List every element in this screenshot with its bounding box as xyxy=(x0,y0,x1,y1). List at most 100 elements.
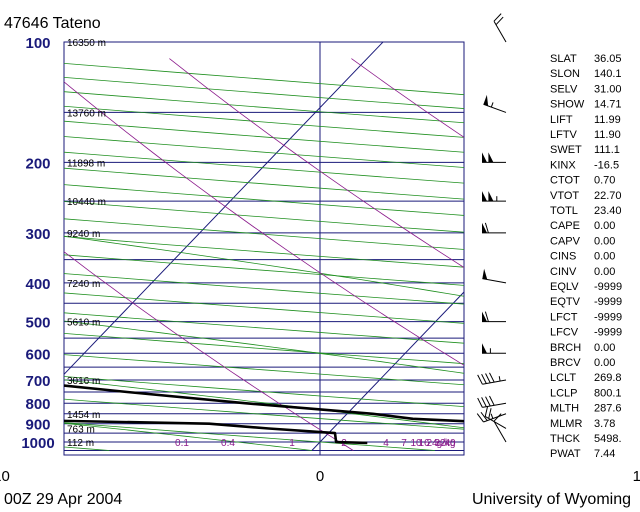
dry-adiabat xyxy=(64,201,464,233)
mixing-ratio-lines xyxy=(64,58,640,451)
index-name: MLTH xyxy=(550,403,579,415)
index-value: 0.70 xyxy=(594,175,615,187)
wind-barb xyxy=(477,372,507,385)
mixing-ratio-label: 32 xyxy=(434,438,446,449)
index-name: SELV xyxy=(550,83,578,95)
index-value: 800.1 xyxy=(594,387,622,399)
background-grid xyxy=(63,41,640,456)
index-value: 7.44 xyxy=(594,448,615,460)
index-name: SHOW xyxy=(550,99,585,111)
index-value: -9999 xyxy=(594,327,622,339)
wind-barb-flag xyxy=(484,222,489,233)
pressure-tick-label: 800 xyxy=(25,396,50,413)
mixing-ratio-label: 24 xyxy=(426,438,438,449)
wind-barb xyxy=(493,13,507,43)
pressure-tick-label: 100 xyxy=(25,35,50,52)
wind-barb-flag xyxy=(495,16,504,26)
index-value: 11.99 xyxy=(594,114,621,126)
index-name: CINS xyxy=(550,251,576,263)
index-value: 14.71 xyxy=(594,99,622,111)
index-value: -9999 xyxy=(594,311,622,323)
wind-barb-flag xyxy=(493,13,502,22)
index-value: 0.00 xyxy=(594,235,615,247)
wind-barb-flag xyxy=(488,408,492,419)
wind-barb xyxy=(477,395,507,408)
height-label: 7240 m xyxy=(67,279,100,290)
index-name: SWET xyxy=(550,144,582,156)
index-value: 111.1 xyxy=(594,144,620,156)
wind-barb-flag xyxy=(484,311,489,322)
index-value: 0.00 xyxy=(594,251,615,263)
wind-barb-flag xyxy=(481,373,487,384)
pressure-tick-label: 500 xyxy=(25,315,50,332)
mixing-ratio-line xyxy=(64,81,464,366)
temperature-tick-label: 10 xyxy=(633,468,640,485)
sounding-profiles xyxy=(64,384,464,445)
index-value: 22.70 xyxy=(594,190,622,202)
height-label: 16350 m xyxy=(67,38,106,49)
index-value: -9999 xyxy=(594,296,622,308)
datetime-label: 00Z 29 Apr 2004 xyxy=(4,491,122,508)
temperature-tick-label: 0 xyxy=(316,468,324,485)
dry-adiabat xyxy=(64,422,435,451)
index-name: SLON xyxy=(550,68,580,80)
wind-barb-pennant xyxy=(482,343,487,354)
height-label: 9240 m xyxy=(67,229,100,240)
index-name: LIFT xyxy=(550,114,573,126)
wind-barb-pennant xyxy=(488,152,494,163)
index-name: LFTV xyxy=(550,129,578,141)
index-value: 0.00 xyxy=(594,220,615,232)
mixing-ratio-label: 10 xyxy=(410,438,422,449)
wind-barb xyxy=(482,268,507,284)
index-value: 0.00 xyxy=(594,266,615,278)
moist-adiabat xyxy=(64,320,464,374)
mixing-ratio-label: g/kg xyxy=(437,438,456,449)
moist-adiabat xyxy=(64,235,464,297)
station-title: 47646 Tateno xyxy=(4,15,101,32)
wind-barb-flag xyxy=(480,411,488,421)
moist-adiabat xyxy=(64,379,464,429)
index-value: -16.5 xyxy=(594,159,619,171)
mixing-ratio-label: 40 xyxy=(444,438,456,449)
index-name: MLMR xyxy=(550,418,582,430)
wind-barb-flag xyxy=(485,373,491,384)
wind-barb-pennant xyxy=(483,94,489,106)
height-label: 5610 m xyxy=(67,318,100,329)
pressure-tick-label: 400 xyxy=(25,276,50,293)
wind-barb xyxy=(482,311,506,323)
wind-barb-staff xyxy=(493,20,507,43)
pressure-tick-label: 600 xyxy=(25,346,50,363)
isotherm-line xyxy=(633,42,640,450)
mixing-ratio-label: 0.1 xyxy=(175,438,189,449)
mixing-ratio-label: 16 xyxy=(418,438,430,449)
wind-barb-flag xyxy=(485,396,491,407)
mixing-ratio-line xyxy=(64,251,354,451)
wind-barb xyxy=(482,191,506,202)
height-label: 11898 m xyxy=(67,158,105,169)
index-value: -9999 xyxy=(594,281,622,293)
wind-barb-flag xyxy=(476,413,484,423)
temperature-tick-label: -10 xyxy=(0,468,10,485)
index-name: CAPE xyxy=(550,220,580,232)
dewpoint-profile xyxy=(64,419,368,445)
index-value: 11.90 xyxy=(594,129,621,141)
mixing-ratio-line xyxy=(632,59,640,451)
index-name: LCLT xyxy=(550,372,576,384)
mixing-ratio-label: 4 xyxy=(383,438,389,449)
index-name: THCK xyxy=(550,433,581,445)
pressure-tick-label: 700 xyxy=(25,373,50,390)
isotherm-line xyxy=(311,291,464,451)
index-name: KINX xyxy=(550,159,576,171)
index-name: CTOT xyxy=(550,175,580,187)
index-name: BRCV xyxy=(550,357,581,369)
wind-barb-flag xyxy=(489,372,495,383)
height-label: 13760 m xyxy=(67,108,106,119)
wind-barb-flag xyxy=(493,413,502,422)
height-label: 1454 m xyxy=(67,410,100,421)
wind-barbs xyxy=(476,13,507,443)
height-label: 112 m xyxy=(67,438,94,449)
wind-barb xyxy=(484,406,507,429)
wind-barb-half-flag xyxy=(498,376,501,382)
mixing-ratio-line xyxy=(169,58,464,268)
